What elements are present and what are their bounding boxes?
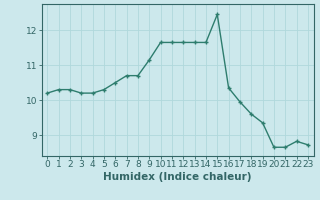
X-axis label: Humidex (Indice chaleur): Humidex (Indice chaleur): [103, 172, 252, 182]
